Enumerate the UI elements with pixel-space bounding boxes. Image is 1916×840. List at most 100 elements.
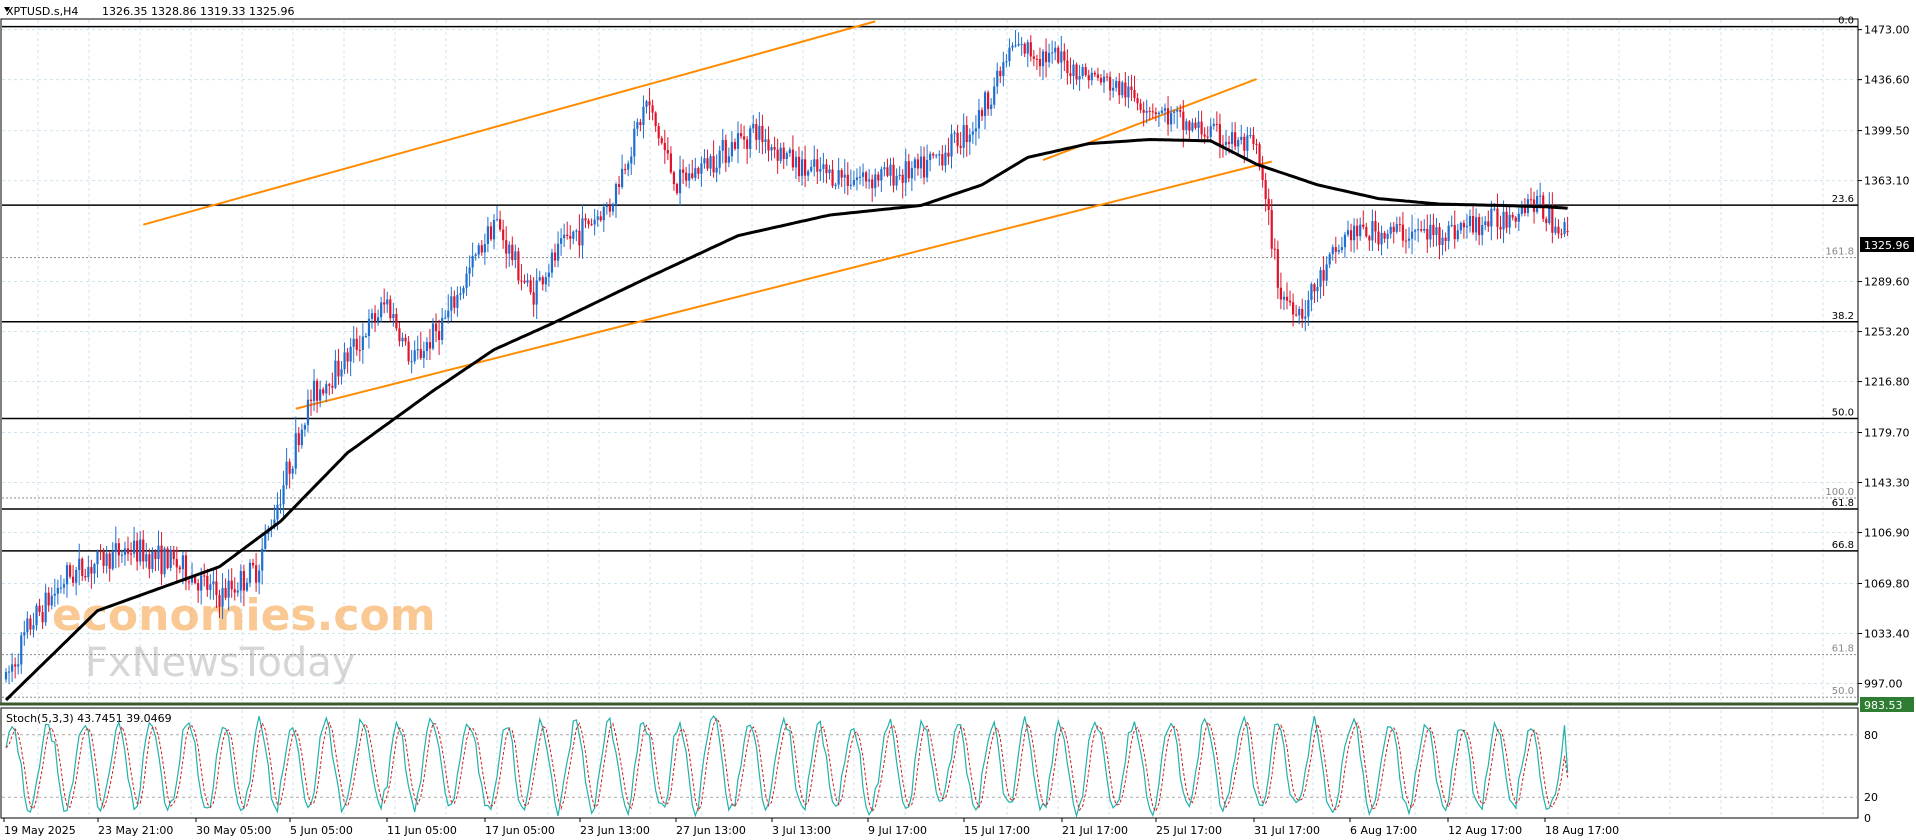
candle-body (1109, 76, 1112, 91)
candle-body (1102, 76, 1106, 83)
candle (178, 565, 181, 574)
candle (1410, 214, 1414, 255)
candle-body (431, 323, 435, 349)
candle (1465, 214, 1469, 239)
candle (1075, 62, 1078, 85)
candle (434, 313, 438, 343)
candle (105, 545, 108, 574)
candle-body (133, 540, 136, 554)
candle-body (1285, 296, 1289, 301)
candle (1420, 220, 1423, 233)
candle-body (255, 565, 258, 583)
candle-body (941, 154, 944, 166)
candle (672, 170, 676, 191)
fib-level-label: 161.8 (1825, 247, 1854, 258)
candle (1139, 98, 1142, 114)
candle (739, 123, 743, 139)
candle-body (483, 244, 486, 253)
candle (1218, 113, 1221, 159)
candle (129, 542, 133, 566)
candle-body (136, 540, 139, 562)
price-tick-label: 1473.00 (1864, 24, 1910, 37)
candle-body (114, 543, 117, 553)
price-tick-label: 1069.80 (1864, 577, 1910, 590)
candle-body (410, 361, 413, 363)
candle (346, 347, 349, 374)
candle (804, 145, 807, 188)
price-tick-label: 1289.60 (1864, 276, 1910, 289)
candle-body (215, 581, 218, 595)
candle-body (508, 244, 511, 254)
collapse-triangle-icon[interactable] (4, 7, 10, 12)
candle-body (309, 399, 313, 401)
candle-body (297, 433, 300, 446)
candle-body (1017, 44, 1020, 46)
candle (1282, 291, 1286, 311)
candle (1170, 106, 1173, 132)
candle-body (572, 231, 575, 239)
candle (416, 335, 419, 360)
candle (1392, 221, 1395, 244)
candle (297, 427, 300, 453)
candle-body (187, 581, 191, 583)
candle (907, 153, 910, 183)
candle-body (325, 384, 328, 394)
candle-body (346, 352, 349, 362)
candle-body (828, 169, 831, 174)
candle (886, 158, 889, 178)
candle-body (306, 399, 310, 425)
candle-body (1505, 211, 1508, 228)
candle (660, 135, 663, 145)
candle (328, 382, 331, 396)
candle (1450, 215, 1453, 228)
candle-body (1511, 214, 1514, 218)
candle (1462, 219, 1465, 239)
candle (1346, 220, 1350, 237)
candle (14, 657, 17, 679)
candle-body (248, 562, 252, 583)
candle-body (251, 562, 255, 566)
candle-body (770, 147, 773, 151)
candle-body (1124, 82, 1127, 98)
candle (17, 653, 20, 675)
candle-body (502, 229, 505, 241)
candle-body (120, 554, 123, 556)
candle-body (596, 216, 599, 220)
candle (666, 137, 669, 161)
candle-body (776, 149, 779, 161)
candle (880, 166, 883, 193)
candle-body (907, 161, 910, 179)
candle (352, 325, 355, 363)
candle (1145, 99, 1148, 124)
candle (587, 218, 590, 229)
candle (431, 318, 435, 351)
candle-body (1270, 209, 1273, 249)
candle-body (169, 549, 172, 569)
candle (956, 124, 959, 154)
candle (1148, 106, 1151, 121)
candle-body (843, 174, 846, 178)
price-tick-label: 997.00 (1864, 677, 1903, 690)
candle (575, 228, 578, 242)
candle-body (1288, 300, 1292, 303)
candle-body (666, 150, 669, 154)
candle-body (1099, 77, 1103, 83)
candle (197, 578, 200, 603)
candle-body (1374, 221, 1377, 232)
candle-body (608, 206, 611, 212)
price-tick-label: 1143.30 (1864, 477, 1910, 490)
candle-body (1188, 121, 1191, 131)
candle (511, 236, 514, 266)
candle-body (1529, 199, 1533, 201)
candle-body (1310, 284, 1313, 300)
candle-body (868, 179, 871, 182)
candle (752, 114, 755, 133)
candle (84, 568, 87, 581)
candle (743, 125, 746, 149)
candle-body (1115, 80, 1118, 88)
candle (996, 62, 999, 94)
candle-body (383, 302, 386, 305)
candle-body (474, 254, 477, 256)
candle-body (361, 336, 364, 350)
